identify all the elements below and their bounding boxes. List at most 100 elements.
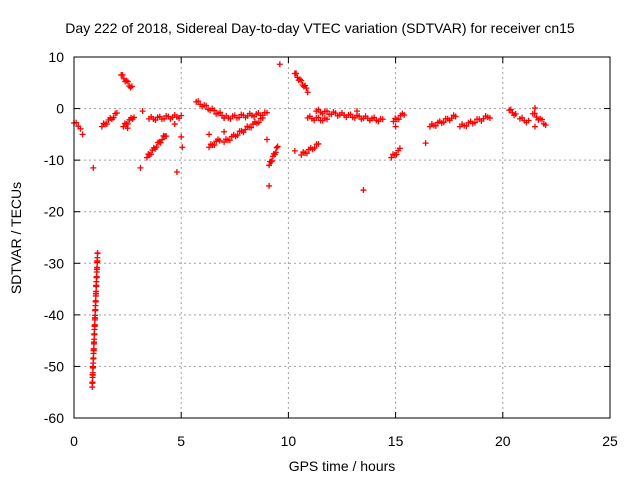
data-point <box>360 187 367 194</box>
y-tick-label: -50 <box>44 358 64 374</box>
data-point <box>396 145 403 152</box>
plot-frame <box>73 56 611 419</box>
y-tick-label: -30 <box>44 255 64 271</box>
data-point <box>98 123 105 130</box>
data-point <box>206 131 213 138</box>
data-point <box>242 126 249 133</box>
data-point <box>303 85 310 92</box>
x-tick-label: 15 <box>388 433 404 449</box>
data-point <box>272 149 279 156</box>
data-point <box>304 89 311 96</box>
x-tick-label: 25 <box>602 433 618 449</box>
data-point <box>178 112 185 119</box>
data-point <box>127 84 134 91</box>
data-point <box>171 121 178 128</box>
x-axis-label: GPS time / hours <box>288 458 396 474</box>
data-point <box>110 114 117 121</box>
x-tick-label: 5 <box>177 433 185 449</box>
data-point <box>392 123 399 130</box>
data-point <box>274 143 281 150</box>
data-point <box>440 119 447 126</box>
data-point <box>211 142 218 149</box>
data-point <box>311 145 318 152</box>
data-point <box>203 102 210 109</box>
x-tick-label: 0 <box>70 433 78 449</box>
data-point <box>512 110 519 117</box>
data-point <box>323 116 330 123</box>
data-point <box>255 119 262 126</box>
data-point <box>137 164 144 171</box>
data-point <box>507 106 514 113</box>
y-tick-label: -10 <box>44 152 64 168</box>
data-point <box>143 154 150 161</box>
data-point <box>113 110 120 117</box>
data-point <box>124 125 131 132</box>
x-tick-label: 20 <box>495 433 511 449</box>
data-point <box>388 154 395 161</box>
y-tick-label: -60 <box>44 410 64 426</box>
data-point <box>90 164 97 171</box>
data-point <box>291 147 298 154</box>
data-point <box>263 136 270 143</box>
data-point <box>542 122 549 129</box>
data-points <box>71 61 549 391</box>
data-point <box>217 109 224 116</box>
data-point <box>268 157 275 164</box>
data-point <box>266 162 273 169</box>
data-point <box>153 144 160 151</box>
data-point <box>139 108 146 115</box>
data-point <box>525 117 532 124</box>
data-point <box>159 136 166 143</box>
data-point <box>248 124 255 131</box>
chart-title: Day 222 of 2018, Sidereal Day-to-day VTE… <box>65 20 575 36</box>
data-point <box>531 105 538 112</box>
data-point <box>276 61 283 68</box>
data-point <box>163 133 170 140</box>
data-point <box>124 78 131 85</box>
axis-ticks: 10 0 -10 -20 -30 -40 -50 -60 0 5 10 15 20 25 <box>44 49 618 449</box>
data-point <box>221 128 228 135</box>
data-point <box>531 123 538 130</box>
data-point <box>315 140 322 147</box>
data-point <box>234 132 241 139</box>
data-point <box>298 77 305 84</box>
y-tick-label: 0 <box>56 101 64 117</box>
data-point <box>422 140 429 147</box>
data-point <box>206 144 213 151</box>
data-point <box>395 116 402 123</box>
data-point <box>390 118 397 125</box>
data-point <box>296 76 303 83</box>
x-tick-label: 10 <box>281 433 297 449</box>
data-point <box>432 122 439 129</box>
data-point <box>128 83 135 90</box>
data-point <box>179 144 186 151</box>
data-point <box>157 139 164 146</box>
data-point <box>120 123 127 130</box>
data-point <box>131 114 138 121</box>
data-point <box>486 115 493 122</box>
data-point <box>103 120 110 127</box>
data-point <box>211 107 218 114</box>
data-point <box>471 119 478 126</box>
data-point <box>148 151 155 158</box>
data-point <box>303 150 310 157</box>
data-point <box>263 109 270 116</box>
data-point <box>452 113 459 120</box>
data-point <box>463 123 470 130</box>
data-point <box>77 125 84 132</box>
y-tick-label: -20 <box>44 204 64 220</box>
data-point <box>323 108 330 115</box>
data-point <box>79 131 86 138</box>
data-point <box>293 70 300 77</box>
data-point <box>195 98 202 105</box>
data-point <box>173 169 180 176</box>
data-point <box>216 137 223 144</box>
data-point <box>178 133 185 140</box>
data-point <box>379 116 386 123</box>
data-point <box>401 111 408 118</box>
data-point <box>531 110 538 117</box>
data-point <box>393 151 400 158</box>
data-point <box>354 108 361 115</box>
y-tick-label: -40 <box>44 307 64 323</box>
